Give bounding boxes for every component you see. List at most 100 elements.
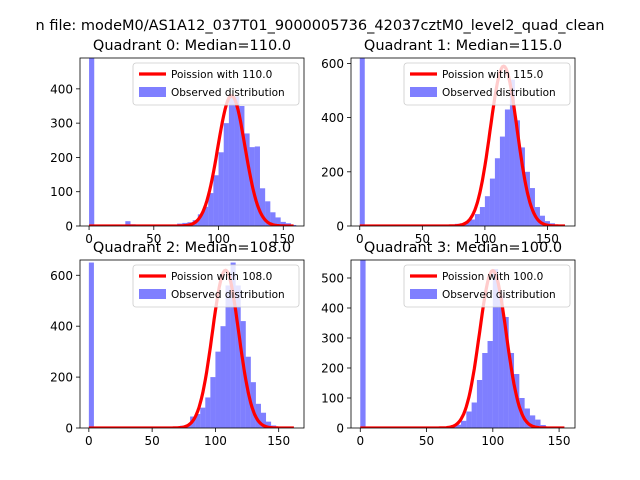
- histogram-bar: [509, 79, 515, 226]
- y-tick-label: 100: [321, 392, 344, 406]
- histogram-bar: [88, 262, 94, 428]
- axes-frame: [79, 57, 305, 227]
- histogram-bar: [535, 419, 541, 428]
- quadrant-1-plot-area: [359, 58, 566, 226]
- legend-hist-swatch: [139, 289, 166, 299]
- histogram-bar: [235, 285, 241, 428]
- histogram-bar: [200, 407, 206, 428]
- x-tick-label: 100: [204, 434, 227, 448]
- histogram-bar: [476, 380, 483, 428]
- histogram-bar: [479, 207, 485, 226]
- poisson-curve: [359, 64, 566, 226]
- histogram-bar: [259, 188, 266, 226]
- quadrant-2-axes: 0 50 100 150 0 200 400 600 Quadrant 2: Median=10…: [50, 240, 305, 448]
- histogram-bar: [197, 214, 204, 226]
- histogram-bar: [239, 106, 245, 226]
- histogram-bar: [266, 421, 272, 428]
- histogram-bar: [360, 260, 366, 428]
- y-tick-label: 300: [50, 117, 73, 131]
- x-tick-label: 100: [207, 232, 230, 246]
- histogram-bar: [359, 58, 365, 226]
- histogram-bar: [240, 321, 246, 428]
- x-tick-label: 50: [146, 232, 161, 246]
- histogram-bar: [205, 397, 211, 428]
- y-tick-label: 100: [50, 185, 73, 199]
- y-tick-label: 400: [50, 82, 73, 96]
- quadrant-2-plot-area: [88, 262, 295, 428]
- histogram-bar: [215, 351, 221, 428]
- quadrant-3-axes: 0 50 100 150 0 100 200 300 400 500 Quadrant 3: Med…: [321, 240, 576, 448]
- histogram-bar: [220, 326, 226, 428]
- x-tick-label: 100: [473, 232, 496, 246]
- legend-box: [132, 62, 300, 106]
- axes-frame: [79, 259, 305, 429]
- y-tick-label: 400: [321, 111, 344, 125]
- histogram-bar: [471, 402, 477, 428]
- y-tick-label: 400: [321, 302, 344, 316]
- histogram-bar: [203, 206, 209, 226]
- x-tick-label: 150: [548, 434, 571, 448]
- y-tick-label: 200: [321, 165, 344, 179]
- histogram-bar: [291, 224, 297, 226]
- histogram-bar: [455, 424, 462, 428]
- y-tick-label: 500: [321, 272, 344, 286]
- legend-hist-swatch: [139, 87, 166, 97]
- histogram-bar: [250, 382, 256, 428]
- histogram-bar: [208, 193, 214, 226]
- y-tick-label: 400: [50, 320, 73, 334]
- axes-frame: [350, 259, 576, 429]
- histogram-bar: [487, 341, 493, 428]
- histogram-bar: [218, 152, 224, 226]
- y-tick-label: 0: [65, 422, 73, 436]
- x-tick-label: 0: [356, 232, 364, 246]
- histogram-bar: [503, 317, 509, 428]
- histogram-bar: [275, 217, 281, 226]
- x-tick-label: 50: [419, 434, 434, 448]
- legend-hist-swatch: [410, 87, 437, 97]
- y-tick-label: 200: [50, 151, 73, 165]
- histogram-bar: [254, 146, 260, 226]
- y-tick-label: 0: [336, 422, 344, 436]
- legend-curve-label: Poission with 108.0: [171, 271, 272, 283]
- histogram-bar: [210, 377, 216, 428]
- y-tick-label: 200: [50, 371, 73, 385]
- legend-hist-label: Observed distribution: [171, 87, 285, 99]
- quadrant-title: Quadrant 3: Median=100.0: [364, 240, 562, 256]
- x-tick-label: 150: [272, 232, 295, 246]
- x-tick-label: 100: [481, 434, 504, 448]
- histogram-bar: [504, 109, 510, 226]
- histogram-bar: [494, 158, 500, 226]
- histogram-bar: [489, 178, 495, 226]
- quadrant-3-plot-area: [360, 260, 565, 428]
- y-tick-label: 200: [321, 362, 344, 376]
- histogram-bar: [195, 414, 201, 428]
- y-tick-label: 600: [50, 269, 73, 283]
- quadrant-title: Quadrant 0: Median=110.0: [93, 38, 291, 54]
- x-tick-label: 0: [85, 232, 93, 246]
- axes-frame: [350, 57, 576, 227]
- figure-suptitle: n file: modeM0/AS1A12_037T01_9000005736_…: [36, 18, 605, 34]
- histogram-bar: [519, 147, 525, 226]
- poisson-curve: [88, 268, 295, 428]
- x-tick-label: 50: [144, 434, 159, 448]
- histogram-bar: [89, 58, 95, 226]
- histogram-bar: [498, 296, 504, 428]
- legend-hist-swatch: [410, 289, 437, 299]
- x-tick-label: 0: [85, 434, 93, 448]
- quadrant-1-axes: 0 50 100 150 0 200 400 600 Quadrant 1: Median=11…: [321, 38, 576, 246]
- histogram-bar: [125, 221, 131, 226]
- histogram-bar: [280, 221, 286, 226]
- histogram-bar: [270, 212, 276, 226]
- histogram-bar: [213, 175, 219, 226]
- x-tick-label: 150: [536, 232, 559, 246]
- poisson-curve: [88, 94, 294, 226]
- histogram-bar: [544, 221, 550, 226]
- histogram-bar: [225, 285, 231, 428]
- histogram-bar: [260, 412, 267, 428]
- histogram-bar: [539, 215, 545, 226]
- legend-box: [403, 264, 571, 308]
- x-tick-label: 0: [356, 434, 364, 448]
- y-tick-label: 0: [65, 220, 73, 234]
- legend-hist-label: Observed distribution: [442, 87, 556, 99]
